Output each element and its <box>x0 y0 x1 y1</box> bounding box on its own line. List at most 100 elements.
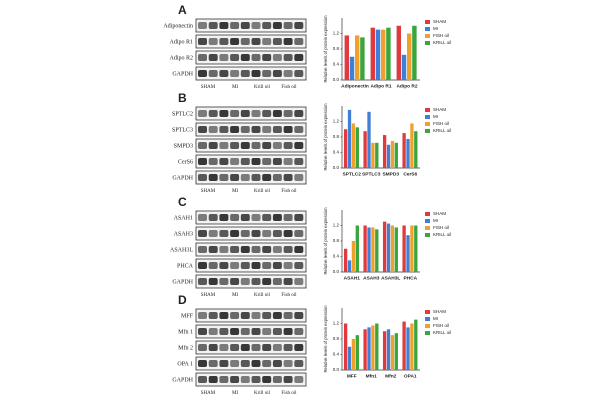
blot-band <box>294 38 304 45</box>
legend-label: KRILL oil <box>433 330 451 335</box>
legend-label: SHAM <box>433 19 446 24</box>
blot-band <box>283 38 293 45</box>
legend-label: FISH oil <box>433 33 449 38</box>
y-axis-label: Relative levels of protein expression <box>323 103 328 171</box>
y-tick-label: 0.8 <box>333 336 340 341</box>
blot-band <box>294 174 304 181</box>
y-tick-label: 0.4 <box>333 254 340 259</box>
bar <box>349 56 355 80</box>
bar <box>355 225 359 272</box>
blot-band <box>198 38 207 45</box>
blot-band <box>198 142 207 149</box>
blot-row-label: GAPDH <box>172 175 193 181</box>
bar <box>375 323 379 370</box>
blot-band <box>262 126 272 133</box>
x-tick-label: ASAH1 <box>344 275 361 281</box>
bar <box>407 33 412 80</box>
blot-band <box>272 22 282 29</box>
x-tick-label: CerS6 <box>403 171 417 177</box>
blot-band <box>219 344 229 351</box>
blot-band <box>219 158 229 165</box>
bar <box>394 227 398 272</box>
blot-band <box>219 214 229 221</box>
blot-band <box>251 246 261 253</box>
bar <box>406 138 410 168</box>
blot-band <box>283 230 293 237</box>
bar <box>344 35 350 80</box>
lane-label: Fish oil <box>281 189 297 194</box>
blot-band <box>208 312 218 319</box>
blot-band <box>240 328 250 335</box>
y-axis-label: Relative levels of protein expression <box>323 15 328 83</box>
y-tick-label: 0.4 <box>333 352 340 357</box>
blot-band <box>208 38 218 45</box>
blot-band <box>294 54 304 61</box>
blot-band <box>240 360 250 367</box>
blot-band <box>208 214 218 221</box>
blot-band <box>198 70 207 77</box>
lane-label: SHAM <box>201 85 216 90</box>
blot-band <box>251 344 261 351</box>
blot-row-label: OPA 1 <box>177 361 193 367</box>
panel-letter: A <box>178 3 187 17</box>
blot-band <box>294 246 304 253</box>
blot-band <box>283 22 293 29</box>
blot-band <box>198 344 207 351</box>
blot-row-label: Adipo R2 <box>169 55 193 61</box>
blot-row-label: GAPDH <box>172 377 193 383</box>
blot-band <box>240 22 250 29</box>
blot-band <box>208 54 218 61</box>
bar <box>390 225 395 272</box>
x-tick-label: SPTLC2 <box>343 171 362 177</box>
blot-row-label: Adipo R1 <box>169 39 193 45</box>
blot-band <box>198 54 207 61</box>
blot-band <box>198 328 207 335</box>
bar <box>351 123 356 168</box>
blot-band <box>251 262 261 269</box>
blot-band <box>262 360 272 367</box>
blot-band <box>240 278 250 285</box>
blot-band <box>272 126 282 133</box>
y-tick-label: 0.4 <box>333 150 340 155</box>
blot-band <box>283 328 293 335</box>
bar <box>410 123 414 168</box>
x-tick-label: SMPD3 <box>382 171 399 177</box>
blot-band <box>283 312 293 319</box>
blot-band <box>219 328 229 335</box>
blot-band <box>240 246 250 253</box>
blot-band <box>198 312 207 319</box>
bar <box>371 227 375 272</box>
blot-band <box>251 376 261 383</box>
bar <box>343 323 348 370</box>
legend-label: MI <box>433 218 438 223</box>
blot-band <box>219 126 229 133</box>
lane-label: SHAM <box>201 189 216 194</box>
blot-band <box>230 174 240 181</box>
blot-band <box>272 246 282 253</box>
blot-band <box>294 328 304 335</box>
blot-band <box>230 376 240 383</box>
blot-band <box>294 230 304 237</box>
blot-band <box>251 158 261 165</box>
bar <box>375 29 381 80</box>
blot-row-label: SMPD3 <box>174 143 193 149</box>
blot-band <box>251 214 261 221</box>
blot-band <box>240 214 250 221</box>
legend-swatch <box>425 27 430 31</box>
bar <box>347 346 352 370</box>
blot-band <box>198 214 207 221</box>
lane-label: MI <box>232 293 238 298</box>
blot-band <box>262 214 272 221</box>
blot-band <box>240 110 250 117</box>
blot-band <box>208 174 218 181</box>
blot-band <box>283 126 293 133</box>
blot-band <box>262 54 272 61</box>
blot-band <box>262 376 272 383</box>
bar <box>406 327 410 370</box>
blot-band <box>294 126 304 133</box>
blot-band <box>272 70 282 77</box>
blot-band <box>240 262 250 269</box>
blot-band <box>294 278 304 285</box>
bar <box>347 109 352 168</box>
blot-band <box>251 54 261 61</box>
